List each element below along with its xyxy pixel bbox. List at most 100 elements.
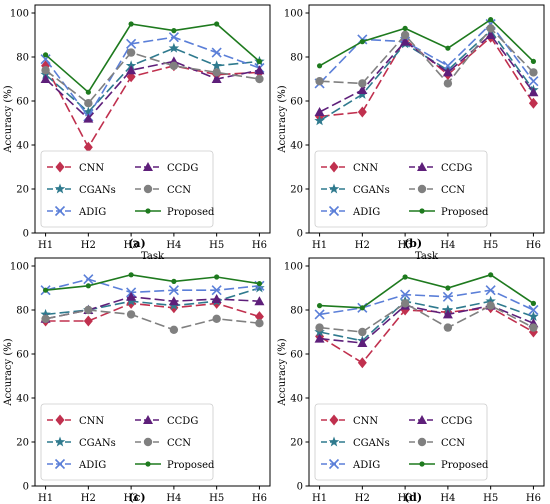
series-proposed <box>316 17 537 69</box>
y-tick-label: 60 <box>16 350 29 361</box>
series-line <box>45 295 260 320</box>
series-cgans <box>314 295 539 346</box>
data-point <box>254 296 265 306</box>
legend-label: Proposed <box>441 460 489 471</box>
legend-swatch-marker <box>145 208 151 214</box>
legend-swatch-marker <box>143 437 153 447</box>
data-point <box>85 283 91 289</box>
data-point <box>530 58 537 64</box>
y-tick-label: 20 <box>16 185 29 196</box>
legend-swatch-marker <box>417 437 427 447</box>
series-line <box>319 302 534 333</box>
legend-swatch-marker <box>328 183 340 194</box>
data-point <box>126 291 137 301</box>
data-point <box>488 272 494 278</box>
data-point <box>41 66 50 75</box>
y-tick-label: 100 <box>10 9 29 20</box>
series-line <box>45 51 260 105</box>
legend-swatch-marker <box>328 458 340 470</box>
series-line <box>45 23 260 94</box>
y-tick-label: 60 <box>16 97 29 108</box>
x-tick-label: H6 <box>526 240 541 251</box>
y-axis-label: Accuracy (%) <box>277 338 288 406</box>
legend-label: ADIG <box>352 207 380 218</box>
data-point <box>168 296 179 306</box>
data-point <box>488 17 494 23</box>
x-tick-label: H3 <box>124 240 139 251</box>
legend-swatch-marker <box>328 436 340 447</box>
legend-label: CNN <box>79 416 104 427</box>
data-point <box>442 67 453 77</box>
x-tick-label: H3 <box>398 493 413 504</box>
data-point <box>400 30 410 40</box>
chart-panel-2: 0 20 40 60 80 100 H1 H2 H3 H4 H5 H6 Task Accuracy (%)… <box>277 4 545 262</box>
series-line <box>45 309 260 331</box>
y-tick-label: 0 <box>23 482 29 493</box>
data-point <box>211 285 222 296</box>
legend-swatch-marker <box>54 205 66 217</box>
series-line <box>319 304 534 344</box>
plot-frame <box>308 4 545 234</box>
series-line <box>44 64 260 149</box>
x-axis-label: Task <box>415 251 439 262</box>
legend-label: CGANs <box>79 185 116 196</box>
chart-panel-1: 0 20 40 60 80 100 H1 H2 H3 H4 H5 H6 Task Accuracy (%)… <box>3 4 271 262</box>
series-cnn <box>315 31 538 122</box>
series-ccn <box>315 299 538 337</box>
legend-swatch-marker <box>419 208 425 214</box>
data-point <box>83 113 94 123</box>
legend-label: CCN <box>441 438 465 449</box>
data-point <box>529 323 538 332</box>
data-point <box>169 61 179 70</box>
y-tick-label: 60 <box>290 350 303 361</box>
plot-frame <box>34 4 271 234</box>
y-tick-label: 40 <box>16 394 29 405</box>
series-line <box>44 36 260 118</box>
series-cnn <box>41 60 264 153</box>
y-tick-label: 100 <box>284 9 303 20</box>
data-point <box>529 68 538 77</box>
data-point <box>400 299 410 308</box>
data-point <box>530 300 537 306</box>
data-point <box>358 79 367 88</box>
y-tick-label: 80 <box>16 53 29 64</box>
plot-frame <box>34 257 271 487</box>
y-tick-label: 20 <box>16 438 29 449</box>
series-cgans <box>314 25 539 126</box>
series-line <box>319 273 534 309</box>
legend-label: CGANs <box>353 185 390 196</box>
data-point <box>442 291 453 302</box>
data-point <box>357 338 368 347</box>
panel-label: (a) <box>128 237 146 250</box>
legend-swatch-marker <box>145 461 151 467</box>
legend-swatch-marker <box>329 414 339 426</box>
y-tick-label: 100 <box>284 262 303 273</box>
x-tick-label: H5 <box>483 493 498 504</box>
legend-label: CNN <box>353 416 378 427</box>
series-line <box>45 60 260 120</box>
x-tick-label: H4 <box>440 493 455 504</box>
x-tick-label: H5 <box>483 240 498 251</box>
legend-swatch-marker <box>417 162 427 171</box>
y-axis-label: Accuracy (%) <box>3 85 14 153</box>
legend-swatch-marker <box>54 436 66 447</box>
y-axis-label: Accuracy (%) <box>3 338 14 406</box>
data-point <box>168 42 180 53</box>
legend-label: CCDG <box>167 416 198 427</box>
x-tick-label: H6 <box>252 493 267 504</box>
x-tick-label: H1 <box>312 493 327 504</box>
data-point <box>212 314 221 323</box>
data-point <box>357 357 367 369</box>
data-point <box>42 52 49 58</box>
legend-label: CNN <box>353 163 378 174</box>
legend-swatch-marker <box>54 458 66 470</box>
data-point <box>168 32 179 43</box>
data-point <box>315 77 324 86</box>
series-line <box>45 302 260 322</box>
y-tick-label: 80 <box>16 306 29 317</box>
y-tick-label: 0 <box>23 229 29 240</box>
legend-swatch-marker <box>54 183 66 194</box>
